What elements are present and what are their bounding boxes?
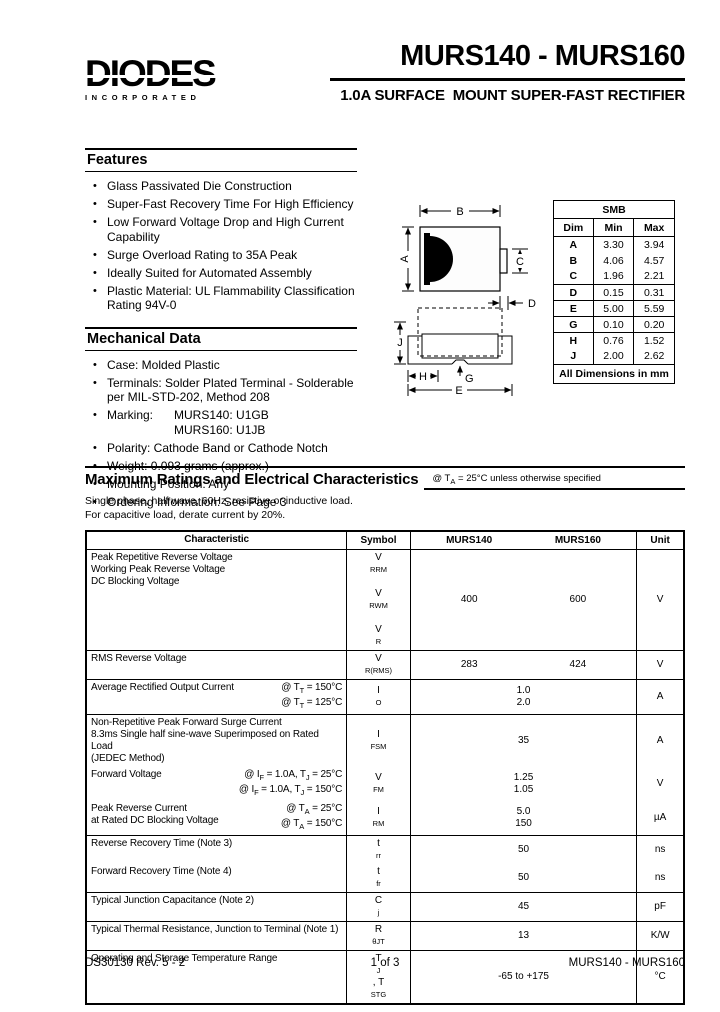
bullet-icon: • [93,495,97,508]
maximum-ratings-section: Maximum Ratings and Electrical Character… [85,466,685,1012]
table-row: Forward Recovery Time (Note 4) t fr 50 ns [87,864,683,893]
table-row: Average Rectified Output Current @ TT = 1… [87,680,683,715]
dim-label-h: H [419,371,427,383]
list-item: • Ideally Suited for Automated Assembly [93,265,312,280]
list-item: • Weight: 0.093 grams (approx.) [93,458,269,473]
table-row: D 0.15 0.31 [553,284,675,301]
logo-incorporated-text: INCORPORATED [85,93,201,102]
page-title: MURS140 - MURS160 [400,40,685,72]
table-row: G 0.10 0.20 [553,316,675,333]
page-footer: DS30130 Rev. 5 - 2 1 of 3 MURS140 - MURS… [85,957,685,969]
features-list: • Glass Passivated Die Construction • Supe… [85,179,357,313]
bullet-icon: • [93,477,97,490]
bullet-icon: • [93,441,97,454]
bullet-icon: • [93,358,97,371]
list-item: • Surge Overload Rating to 35A Peak [93,247,298,262]
bullet-icon: • [93,180,97,192]
footer-page-number: 1 of 3 [370,957,400,969]
title-block: MURS140 - MURS160 1.0A SURFACE MOUNT SUP… [265,40,686,104]
list-item: • Case: Molded Plastic [93,357,220,372]
bullet-icon: • [93,376,97,389]
dim-label-d: D [528,298,536,310]
table-row: Reverse Recovery Time (Note 3) t rr 50 ns [87,836,683,864]
smb-dimensions-table: SMB Dim Min Max A 3.30 3.94 B 4.06 4.57 C 1.9… [553,200,675,384]
list-item: • Glass Passivated Die Construction [93,179,292,193]
table-row: Non-Repetitive Peak Forward Surge Curren… [87,715,683,767]
list-item: • Plastic Material: UL Flammability Class… [93,283,355,313]
dim-label-b: B [456,206,463,218]
title-divider [330,78,685,81]
table-row: E 5.00 5.59 [553,300,675,317]
list-item: • Mounting Position: Any [93,476,230,491]
list-item: • Super-Fast Recovery Time For High Effic… [93,197,354,211]
page-subtitle: 1.0A SURFACE MOUNT SUPER-FAST RECTIFIER [340,87,685,104]
logo-wordmark: DIODES [85,53,217,94]
cathode-notch-mark [430,236,453,282]
dim-label-a: A [400,255,411,263]
table-row: Operating and Storage Temperature Range … [87,951,683,1003]
bullet-icon: • [93,284,97,297]
list-item: • Polarity: Cathode Band or Cathode Notch [93,440,328,455]
bullet-icon: • [93,266,97,279]
bullet-icon: • [93,216,97,228]
ratings-table: Characteristic Symbol MURS140 MURS160 Uni… [85,530,685,1005]
dims-col-header: Min [592,218,634,237]
footer-part-number: MURS140 - MURS160 [568,957,685,969]
package-side-view-diagram: D G J H E [394,296,536,397]
footer-doc-number: DS30130 Rev. 5 - 2 [85,957,186,969]
diodes-logo: DIODES INCORPORATED [85,53,235,102]
bullet-icon: • [93,409,97,421]
dim-label-e: E [455,385,462,397]
ratings-description-line: Single phase, half wave, 60Hz, resistive… [85,495,353,507]
ratings-heading: Maximum Ratings and Electrical Character… [85,471,419,488]
table-row: Typical Thermal Resistance, Junction to … [87,922,683,951]
mechanical-data-list: • Case: Molded Plastic • Terminals: Solder… [85,358,357,510]
features-heading: Features [85,148,357,172]
dim-label-g: G [465,373,474,385]
dim-label-j: J [397,337,403,349]
table-header-row: Characteristic Symbol MURS140 MURS160 Uni… [87,532,683,550]
left-column: Features • Glass Passivated Die Construct… [85,148,357,523]
table-row: Forward Voltage @ IF = 1.0A, TJ = 25°C @ I… [87,767,683,801]
list-item: • Ordering Information: See Page 3 [93,494,287,509]
package-top-view-diagram: B A C [400,205,528,292]
bullet-icon: • [93,459,97,472]
mechanical-data-heading: Mechanical Data [85,326,357,351]
dims-table-footer: All Dimensions in mm [553,364,675,384]
table-row: Peak Repetitive Reverse Voltage Working P… [87,550,683,651]
bullet-icon: • [93,198,97,210]
table-row: J 2.00 2.62 [554,348,675,365]
dims-col-header: Max [633,218,675,237]
table-row: C 1.96 2.21 [554,268,675,285]
bullet-icon: • [93,248,97,261]
table-row: H 0.76 1.52 [553,332,675,349]
dims-table-title: SMB [553,200,675,219]
cathode-band [424,233,430,285]
list-item: • Terminals: Solder Plated Terminal - Sol… [93,375,354,405]
dim-label-c: C [516,256,524,268]
ratings-description-line: For capacitive load, derate current by 2… [85,509,286,521]
logo-stripe [85,75,231,78]
table-row: RMS Reverse Voltage V R(RMS) 283 424 V [87,651,683,680]
table-row: A 3.30 3.94 [554,236,675,253]
ratings-condition: @ TA = 25°C unless otherwise specified [424,473,685,490]
dims-col-header: Dim [553,218,594,237]
table-row: Peak Reverse Current at Rated DC Blocking… [87,801,683,836]
table-row: B 4.06 4.57 [554,252,675,269]
list-item-marking: • Marking: MURS140: U1GB MURS160: U1JB [93,408,269,437]
list-item: • Low Forward Voltage Drop and High Curre… [93,215,344,244]
